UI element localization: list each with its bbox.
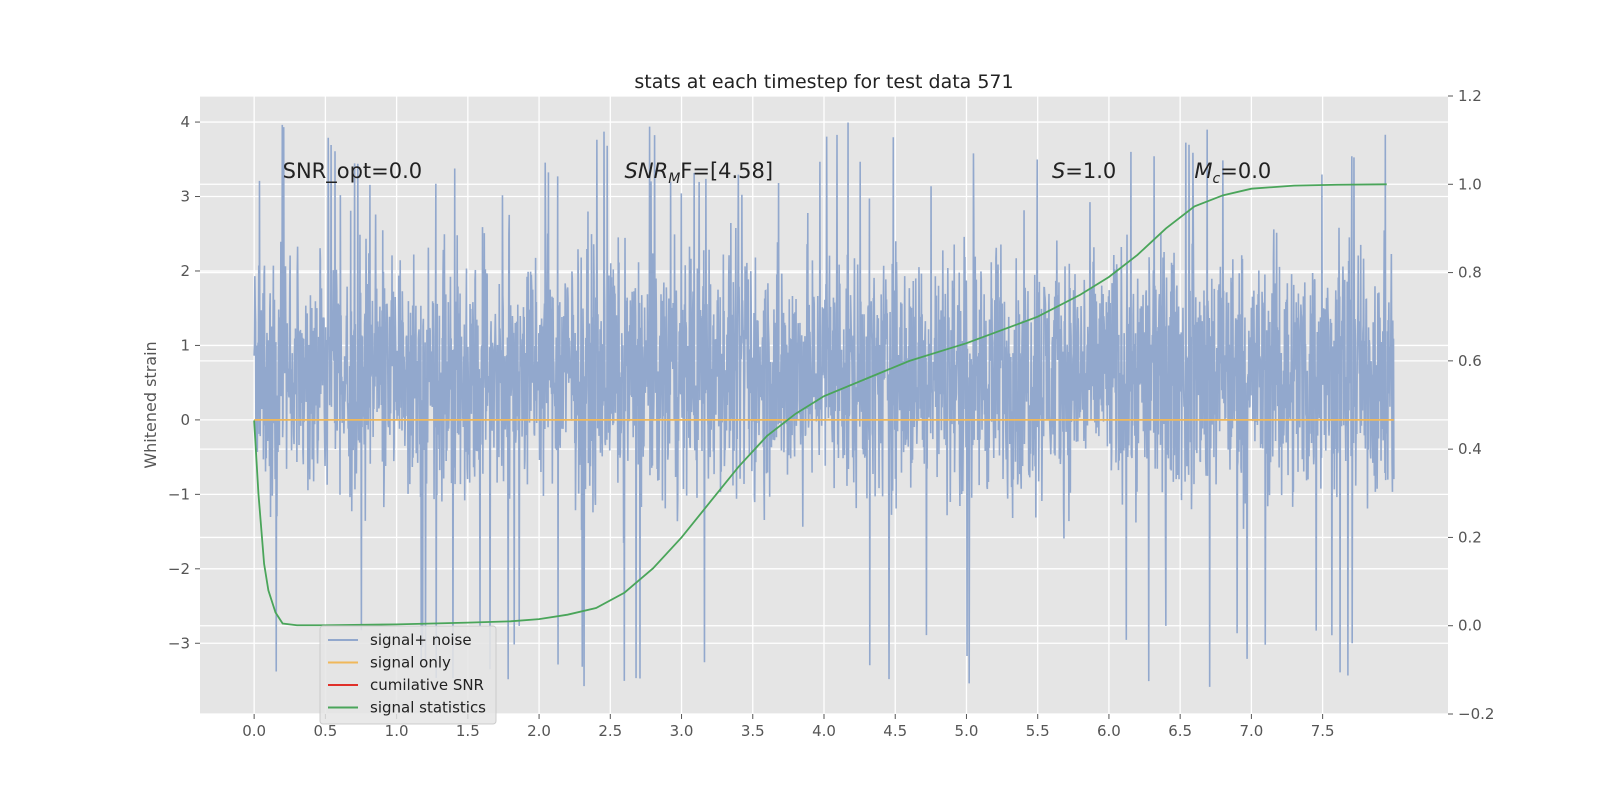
x-tick-label: 6.0 bbox=[1097, 722, 1121, 740]
x-tick-label: 1.5 bbox=[456, 722, 480, 740]
y2-tick-label: 1.2 bbox=[1458, 87, 1482, 105]
x-tick-label: 4.5 bbox=[883, 722, 907, 740]
annotations: SNR_opt=0.0 SNRMF=[4.58] S=1.0 Mc=0.0 bbox=[283, 159, 1272, 187]
y-tick-label: −3 bbox=[168, 634, 190, 652]
y-tick-label: 3 bbox=[180, 188, 190, 206]
annotation-s-value: S=1.0 bbox=[1052, 159, 1116, 183]
y2-tick-label: −0.2 bbox=[1458, 705, 1494, 723]
y-tick-label: −2 bbox=[168, 560, 190, 578]
x-tick-label: 2.5 bbox=[598, 722, 622, 740]
x-tick-label: 0.0 bbox=[242, 722, 266, 740]
x-tick-label: 5.5 bbox=[1026, 722, 1050, 740]
x-tick-label: 7.5 bbox=[1311, 722, 1335, 740]
x-tick-label: 2.0 bbox=[527, 722, 551, 740]
series-line bbox=[253, 183, 1387, 627]
y2-tick-label: 0.4 bbox=[1458, 440, 1482, 458]
y2-tick-label: 0.0 bbox=[1458, 617, 1482, 635]
x-tick-label: 0.5 bbox=[313, 722, 337, 740]
series-signal-statistics bbox=[253, 183, 1387, 627]
y2-tick-label: 0.2 bbox=[1458, 528, 1482, 546]
x-tick-label: 3.5 bbox=[741, 722, 765, 740]
annotation-snr-opt: SNR_opt=0.0 bbox=[283, 159, 423, 184]
legend-label: signal statistics bbox=[370, 699, 486, 717]
y-tick-label: 4 bbox=[180, 113, 190, 131]
annotation-mc-value: Mc=0.0 bbox=[1194, 159, 1271, 187]
annotation-snr-mf: SNRMF=[4.58] bbox=[625, 159, 774, 187]
x-tick-label: 1.0 bbox=[385, 722, 409, 740]
legend-label: signal+ noise bbox=[370, 631, 472, 649]
x-tick-label: 4.0 bbox=[812, 722, 836, 740]
y-tick-label: 0 bbox=[180, 411, 190, 429]
x-tick-label: 5.0 bbox=[955, 722, 979, 740]
noise-line bbox=[253, 122, 1395, 687]
axes-layer: 0.0 0.5 1.0 1.5 2.0 2.5 3.0 3.5 4.0 4.5 5.0 5.5 6.0 6… bbox=[168, 87, 1495, 740]
y-tick-label: −1 bbox=[168, 485, 190, 503]
legend: signal+ noise signal only cumilative SNR si… bbox=[319, 625, 497, 725]
y-tick-label: 2 bbox=[180, 262, 190, 280]
legend-box bbox=[319, 625, 497, 725]
x-tick-label: 7.0 bbox=[1239, 722, 1263, 740]
y-axis-label: Whitened strain bbox=[141, 341, 160, 468]
legend-label: cumilative SNR bbox=[370, 676, 484, 694]
legend-label: signal only bbox=[370, 654, 451, 672]
series-layer bbox=[253, 122, 1395, 687]
series-signal-noise bbox=[253, 122, 1395, 687]
y2-tick-label: 0.8 bbox=[1458, 264, 1482, 282]
y2-tick-label: 1.0 bbox=[1458, 175, 1482, 193]
chart-title: stats at each timestep for test data 571 bbox=[634, 71, 1013, 93]
y-tick-label: 1 bbox=[180, 336, 190, 354]
x-tick-label: 3.0 bbox=[670, 722, 694, 740]
x-tick-label: 6.5 bbox=[1168, 722, 1192, 740]
y2-tick-label: 0.6 bbox=[1458, 352, 1482, 370]
